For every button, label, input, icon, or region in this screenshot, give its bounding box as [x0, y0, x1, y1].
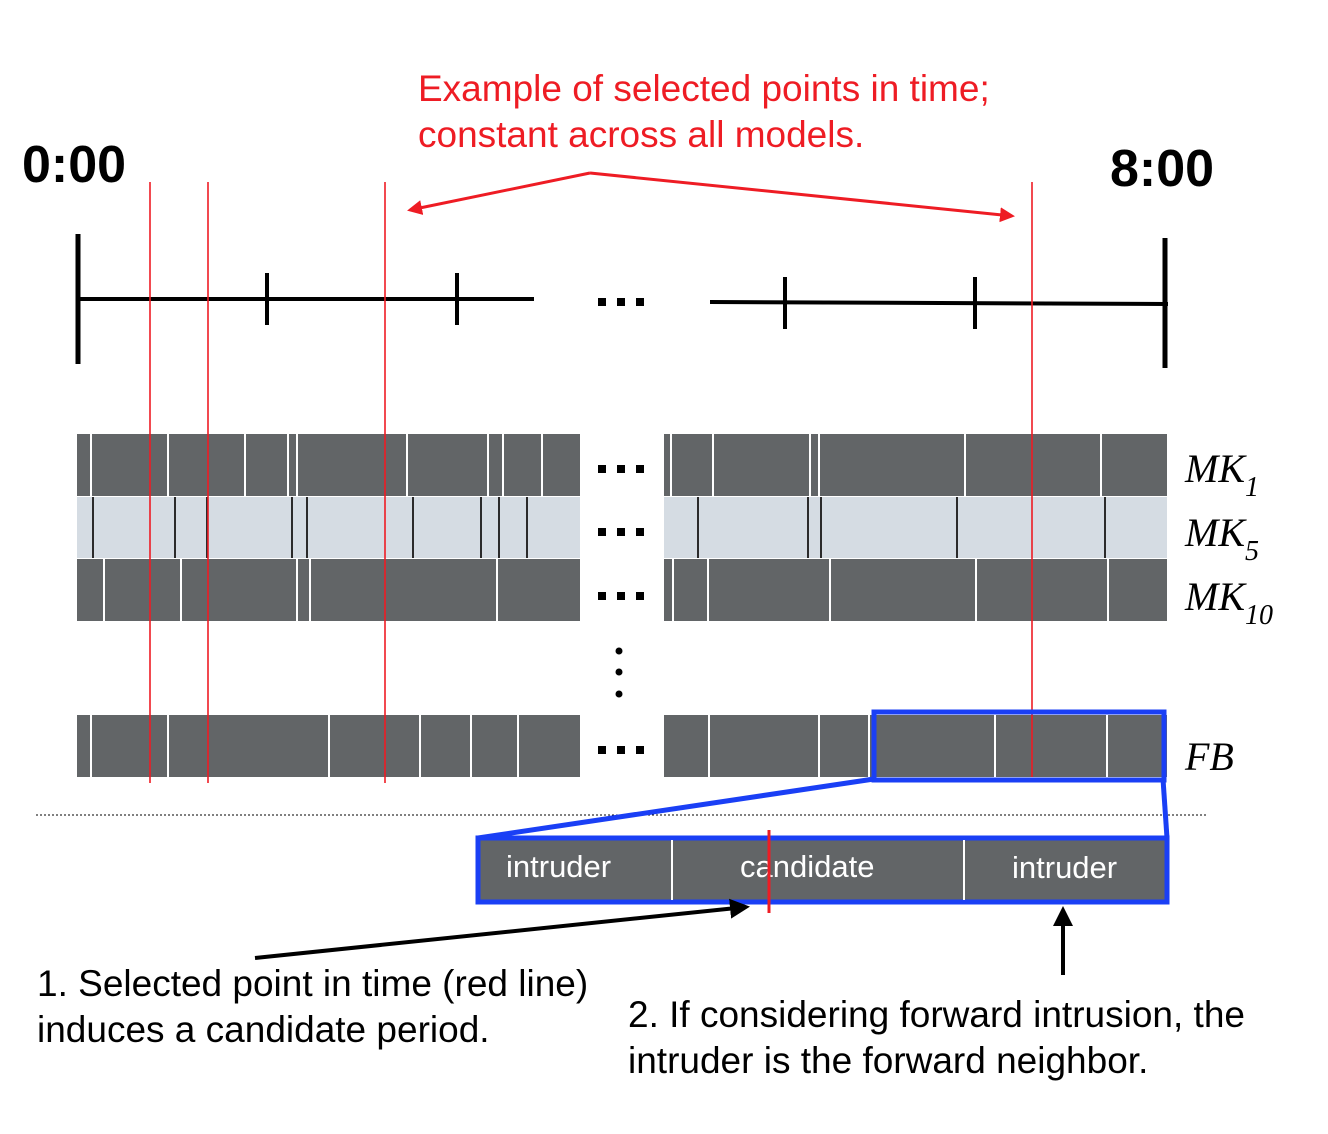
bar-mk5 — [77, 497, 1167, 558]
timeline-start-label: 0:00 — [22, 136, 126, 194]
row-subscript: 1 — [1245, 472, 1259, 503]
period-label-candidate: candidate — [740, 849, 874, 884]
row-name: MK — [1184, 574, 1247, 619]
timeline-end-label: 8:00 — [1110, 140, 1214, 198]
zoom-connector-lines — [477, 776, 1170, 841]
row-name: MK — [1184, 446, 1247, 491]
row-subscript: 5 — [1245, 536, 1259, 567]
zoomed-period-bar — [475, 835, 1170, 905]
row-label-mk1: MK1 — [1184, 446, 1259, 503]
candidate-period-note: 1. Selected point in time (red line) ind… — [37, 963, 589, 1050]
timeline-ellipsis-dots — [598, 298, 644, 306]
forward-intrusion-note: 2. If considering forward intrusion, the… — [628, 994, 1245, 1081]
selected-time-lines — [149, 182, 1033, 783]
bar-ellipsis-dots — [598, 465, 644, 754]
zoom-highlight-box — [871, 709, 1167, 783]
vertical-ellipsis-dots — [615, 647, 623, 698]
bar-fb — [77, 715, 1167, 777]
period-label-intruder-back: intruder — [506, 849, 611, 884]
period-label-intruder-forward: intruder — [1012, 850, 1117, 885]
row-label-fb: FB — [1184, 734, 1234, 779]
row-label-mk5: MK5 — [1184, 510, 1259, 567]
selected-points-note: Example of selected points in time; cons… — [418, 68, 990, 155]
bar-mk1 — [77, 434, 1167, 496]
timeline-axis — [75, 234, 1169, 368]
row-name: FB — [1184, 734, 1234, 779]
red-annotation-arrows — [407, 171, 1015, 223]
row-name: MK — [1184, 510, 1247, 555]
row-subscript: 10 — [1245, 600, 1273, 631]
row-label-mk10: MK10 — [1184, 574, 1273, 631]
bar-mk10 — [77, 559, 1167, 621]
note-1-arrow — [254, 898, 750, 960]
